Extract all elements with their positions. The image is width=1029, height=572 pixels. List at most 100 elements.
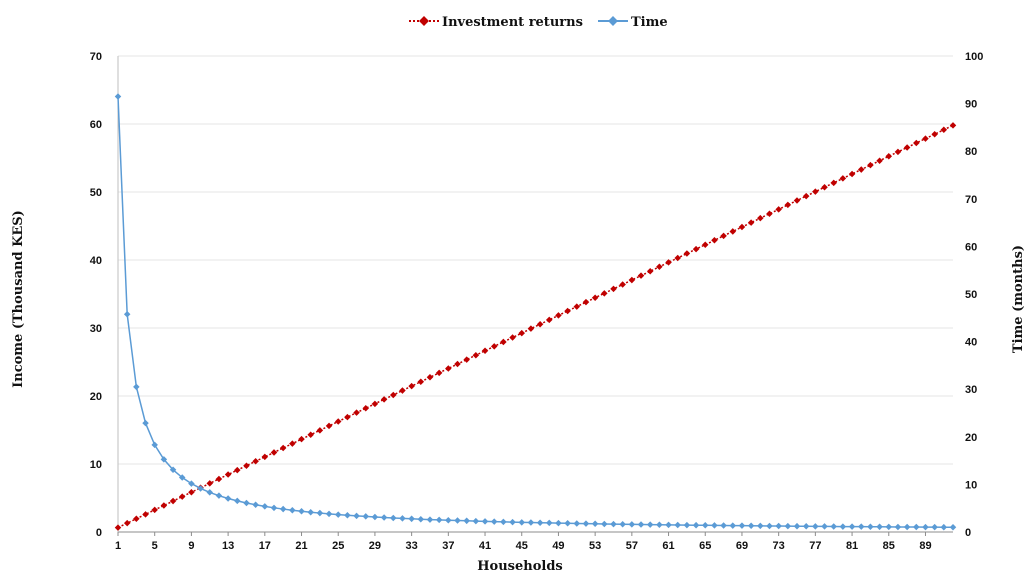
data-point [922,523,929,531]
data-point [555,312,562,319]
data-point [848,523,856,530]
y-left-tick-label: 30 [90,323,102,335]
x-tick-label: 85 [883,540,895,552]
data-point [408,515,415,523]
x-tick-label: 9 [188,540,194,552]
data-point [325,510,333,518]
y-left-axis-title: Income (Thousand KES) [11,210,26,388]
left-axis-ticks: 0 10 20 30 40 50 60 70 [90,51,102,539]
data-point [316,509,324,517]
x-tick-label: 49 [552,540,564,552]
data-point [206,489,214,496]
data-point [426,374,434,381]
data-point [812,188,819,195]
data-point [334,418,342,425]
y-left-tick-label: 20 [90,391,102,403]
data-point [784,201,792,209]
data-point [757,522,764,530]
data-point [692,245,700,253]
data-point [417,378,425,385]
y-left-tick-label: 60 [90,119,102,131]
data-point [142,511,149,518]
data-point [243,499,250,507]
data-point [591,520,599,528]
legend-label-investment-returns: Investment returns [442,15,583,30]
data-point [738,522,746,529]
data-point [435,516,443,524]
data-point [234,497,241,505]
data-point [133,383,140,391]
data-point [812,523,819,530]
data-point [867,161,874,169]
data-point [784,522,792,530]
y-left-tick-label: 70 [90,51,102,63]
data-point [903,144,911,151]
data-point [353,409,360,416]
data-point [435,369,443,377]
legend-marker-time [608,16,618,26]
data-point [325,422,333,430]
data-point [316,427,324,434]
data-point [830,523,837,530]
data-point [922,135,929,142]
data-point [500,338,507,346]
data-point [619,520,626,528]
data-point [279,505,287,513]
y-right-axis-title: Time (months) [1011,245,1026,353]
data-point [390,391,397,399]
data-point [509,518,516,526]
data-point [711,237,718,244]
data-point [665,259,672,266]
data-point [747,219,755,226]
data-point [298,507,305,515]
data-point [160,456,168,463]
x-tick-label: 5 [152,540,158,552]
data-point [371,400,379,408]
data-point [123,310,131,318]
data-point [380,396,388,403]
data-point [169,466,177,474]
data-point [738,223,746,231]
data-point [481,518,489,525]
data-point [344,511,351,519]
data-point [445,516,452,524]
data-point [637,521,645,528]
data-point [894,148,902,156]
y-right-tick-label: 60 [965,241,977,253]
data-point [454,517,461,524]
x-tick-label: 65 [699,540,711,552]
data-point [527,325,535,332]
data-point [481,347,489,355]
x-tick-label: 61 [662,540,674,552]
data-point [490,343,498,350]
data-point [224,495,232,502]
data-point [683,521,691,529]
data-point [408,382,415,390]
x-tick-label: 53 [589,540,601,552]
x-axis-ticks: 1 5 9 13 17 21 25 29 33 37 41 45 49 53 57 61 65 69 73 77 81 8… [115,532,932,552]
data-point [885,153,893,160]
data-point [894,523,902,531]
data-point [270,449,278,456]
legend: Investment returns Time [409,15,668,30]
y-right-tick-label: 0 [965,527,971,539]
data-point [151,441,158,449]
data-point [279,444,287,452]
data-point [252,501,259,509]
data-point [637,272,645,279]
data-point [582,520,590,527]
data-point [601,520,608,528]
data-point [802,192,810,200]
data-point [656,263,663,271]
data-point [591,294,599,301]
data-point [720,522,727,529]
data-point [518,519,525,526]
data-point [362,404,370,412]
data-point [793,197,801,204]
data-point [307,508,314,516]
data-point [601,290,608,297]
series-line [117,96,954,529]
data-point [454,360,461,368]
data-point [252,458,259,465]
data-point [720,232,727,240]
